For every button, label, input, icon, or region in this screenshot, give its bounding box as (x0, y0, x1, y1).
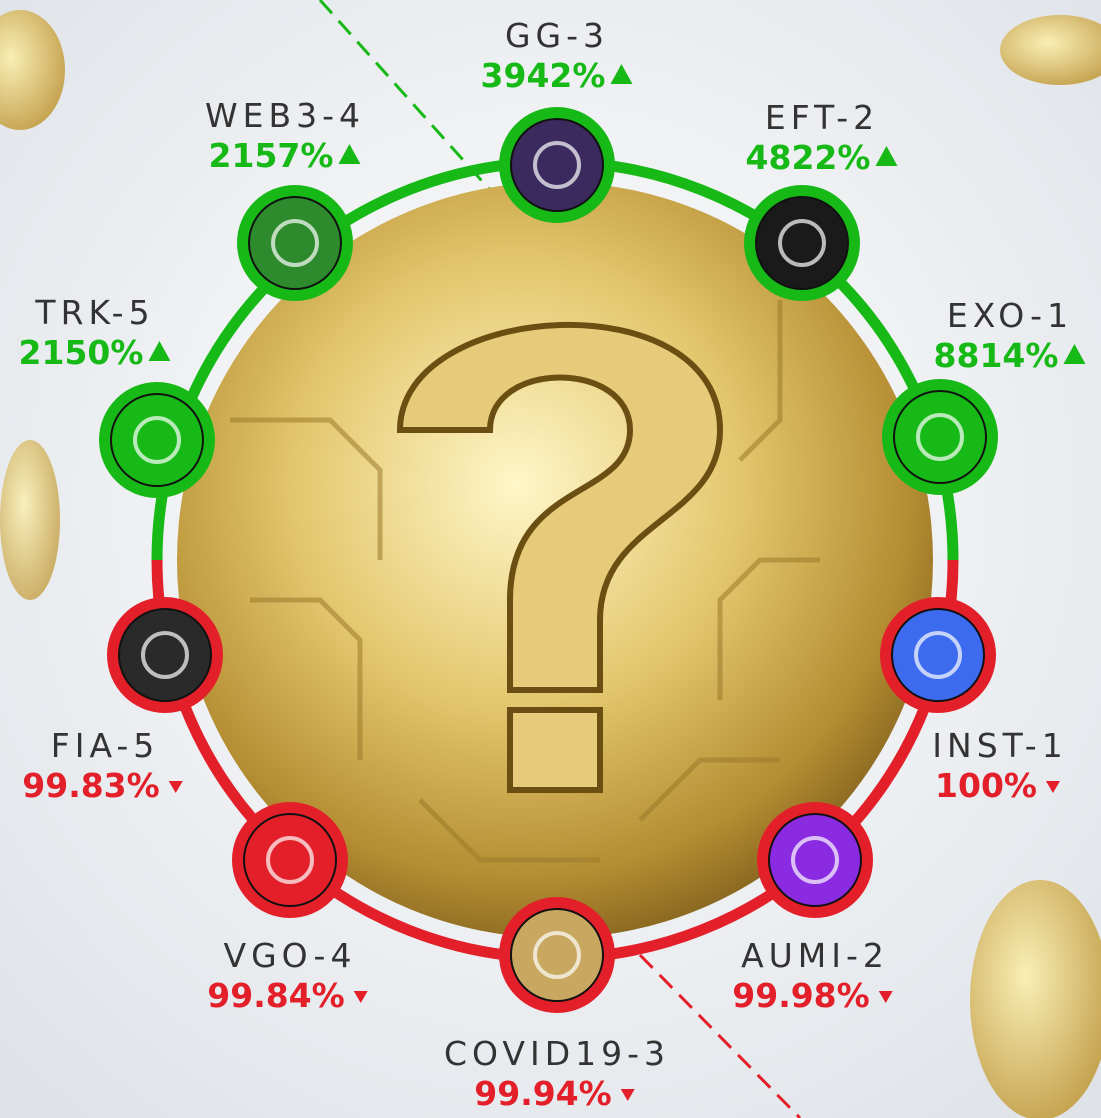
token-name: TRK-5 (34, 293, 154, 332)
question-mark-dot (510, 710, 600, 790)
token-icon (244, 814, 336, 906)
token-change: 4822% (746, 138, 871, 177)
infographic: GG-33942% EFT-24822% EXO-18814% TRK-52150% W… (0, 0, 1101, 1118)
token-change: 2150% (19, 333, 144, 372)
token-name: EXO-1 (947, 296, 1073, 335)
token-icon (249, 197, 341, 289)
token-change: 99.84% (207, 976, 344, 1015)
token-change: 8814% (934, 336, 1059, 375)
token-change: 99.83% (22, 766, 159, 805)
token-change: 3942% (481, 56, 606, 95)
token-name: INST-1 (932, 726, 1067, 765)
token-name: AUMI-2 (741, 936, 889, 975)
token-change: 100% (935, 766, 1037, 805)
token-change: 2157% (209, 136, 334, 175)
token-name: VGO-4 (224, 936, 357, 975)
token-icon (119, 609, 211, 701)
token-change: 99.94% (474, 1074, 611, 1113)
token-change: 99.98% (732, 976, 869, 1015)
token-name: EFT-2 (765, 98, 879, 137)
token-icon (894, 391, 986, 483)
token-icon (769, 814, 861, 906)
coin-decor (0, 440, 60, 600)
token-icon (111, 394, 203, 486)
token-name: COVID19-3 (444, 1034, 670, 1073)
token-name: FIA-5 (51, 726, 159, 765)
token-icon (892, 609, 984, 701)
token-icon (756, 197, 848, 289)
token-name: GG-3 (505, 16, 609, 55)
token-icon (511, 909, 603, 1001)
token-icon (511, 119, 603, 211)
token-name: WEB3-4 (205, 96, 365, 135)
